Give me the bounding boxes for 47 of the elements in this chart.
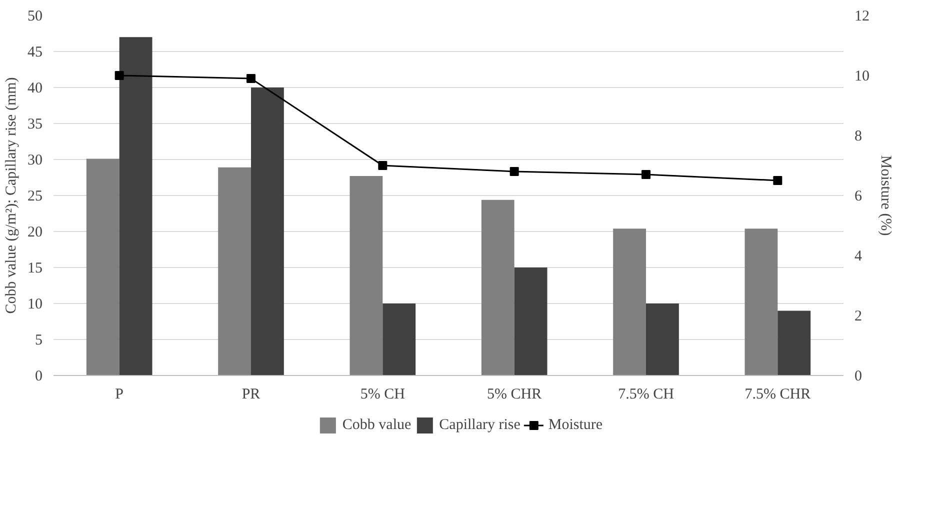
x-tick-label: 5% CH: [360, 386, 406, 402]
y2-tick-label: 2: [854, 308, 862, 324]
y2-tick-label: 4: [854, 248, 862, 264]
y-tick-label: 10: [28, 296, 42, 312]
x-tick-label: 7.5% CHR: [744, 386, 811, 402]
y-tick-label: 25: [28, 188, 42, 204]
bar: [778, 310, 811, 376]
x-tick-label: PR: [242, 386, 260, 402]
y-tick-label: 20: [28, 224, 42, 240]
y-tick-label: 45: [28, 44, 42, 60]
y-axis-title: Cobb value (g/m²); Capillary rise (mm): [4, 77, 20, 314]
point: [510, 167, 519, 176]
bar: [646, 304, 679, 376]
y-tick-label: 40: [28, 80, 42, 96]
point: [378, 161, 388, 170]
y2-tick-label: 6: [854, 188, 862, 204]
y2-tick-label: 8: [854, 128, 862, 144]
y-tick-label: 0: [35, 368, 42, 384]
y-tick-label: 35: [28, 116, 42, 132]
y2-tick-label: 12: [854, 8, 870, 24]
x-tick-label: 7.5% CH: [618, 386, 674, 402]
bar: [119, 37, 152, 376]
bar: [514, 268, 548, 376]
bar: [350, 176, 383, 376]
y-tick-label: 15: [28, 260, 42, 276]
point: [246, 74, 256, 83]
bar: [86, 158, 120, 376]
y-tick-label: 30: [28, 152, 42, 168]
bar: [218, 167, 251, 376]
y2-tick-label: 10: [854, 68, 870, 84]
point: [773, 176, 782, 185]
point: [642, 170, 650, 179]
y-tick-label: 50: [28, 8, 42, 24]
bar: [382, 304, 416, 376]
legend-label: Cobb value: [342, 416, 412, 434]
bar: [744, 228, 778, 376]
y-tick-label: 5: [35, 332, 42, 348]
bar: [613, 228, 646, 376]
legend-label: Capillary rise: [439, 416, 520, 434]
legend-label: Moisture: [548, 416, 603, 434]
x-tick-label: 5% CHR: [487, 386, 542, 402]
y2-tick-label: 0: [854, 368, 862, 384]
x-tick-label: P: [115, 386, 124, 402]
bar: [481, 200, 514, 376]
y2-axis-title: Moisture (%): [878, 155, 894, 236]
point: [114, 71, 124, 80]
bar: [251, 88, 284, 376]
